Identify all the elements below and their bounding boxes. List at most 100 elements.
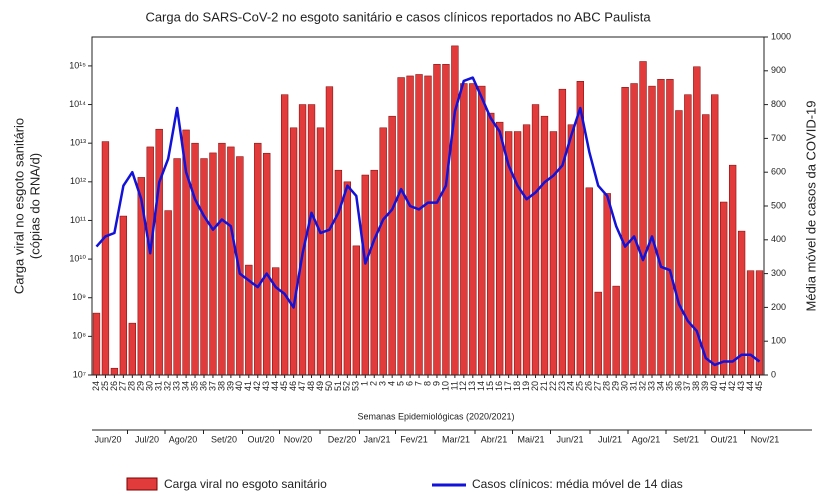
x-tick-label: 40: [234, 381, 244, 391]
x-tick-label: 49: [315, 381, 325, 391]
x-tick-label: 5: [395, 381, 405, 386]
y-tick-label: 10⁹: [72, 292, 86, 302]
bar: [200, 158, 208, 376]
x-tick-label: 35: [189, 381, 199, 391]
y-tick-label: 10¹⁰: [69, 253, 86, 263]
x-tick-label: 7: [413, 381, 423, 386]
bar: [307, 104, 316, 376]
y2-tick-label: 500: [771, 200, 786, 210]
x-tick-label: 23: [557, 381, 567, 391]
bar: [361, 174, 369, 376]
bar: [173, 158, 181, 376]
bar: [128, 322, 136, 376]
bar: [254, 142, 262, 376]
x-tick-label: 20: [530, 381, 540, 391]
bar: [119, 215, 128, 376]
y2-tick-label: 0: [771, 369, 776, 379]
month-label: Ago/21: [632, 434, 661, 444]
bar: [164, 210, 172, 376]
y2-tick-label: 600: [771, 167, 786, 177]
y2-tick-label: 400: [771, 234, 786, 244]
x-tick-label: 45: [279, 381, 289, 391]
x-tick-label: 8: [422, 381, 432, 386]
x-tick-label: 40: [709, 381, 719, 391]
x-tick-label: 38: [216, 381, 226, 391]
bar: [540, 115, 549, 376]
y-tick-label: 10¹⁵: [69, 60, 86, 70]
bar: [370, 169, 378, 376]
x-tick-label: 25: [575, 381, 585, 391]
x-tick-label: 39: [700, 381, 710, 391]
y-axis-title: Carga viral no esgoto sanitário: [11, 118, 26, 294]
bar: [209, 152, 217, 376]
month-label: Nov/21: [751, 434, 780, 444]
x-tick-label: 22: [548, 381, 558, 391]
legend-label: Casos clínicos: média móvel de 14 dias: [472, 477, 683, 491]
y-tick-label: 10¹⁴: [69, 99, 86, 109]
x-tick-label: 39: [225, 381, 235, 391]
y2-tick-label: 700: [771, 133, 786, 143]
bar: [218, 142, 226, 376]
month-label: Out/20: [247, 434, 274, 444]
y-tick-label: 10¹³: [70, 138, 86, 148]
bar: [352, 245, 360, 376]
bar: [101, 141, 110, 376]
x-tick-label: 15: [485, 381, 495, 391]
x-tick-label: 44: [270, 381, 280, 391]
bar: [146, 146, 154, 376]
x-tick-label: 2: [369, 381, 379, 386]
y2-tick-label: 200: [771, 302, 786, 312]
line: [95, 76, 761, 367]
month-label: Abr/21: [481, 434, 508, 444]
bar: [746, 270, 755, 376]
x-tick-label: 34: [655, 381, 665, 391]
legend-label: Carga viral no esgoto sanitário: [164, 477, 327, 491]
bar: [612, 285, 620, 376]
month-label: Jan/21: [363, 434, 390, 444]
bar: [522, 124, 531, 376]
x-tick-label: 37: [682, 381, 692, 391]
x-tick-label: 50: [324, 381, 334, 391]
bar: [513, 131, 522, 376]
x-tick-label: 41: [718, 381, 728, 391]
bar: [397, 77, 405, 376]
bar: [702, 114, 710, 376]
x-tick-label: 26: [109, 381, 119, 391]
x-tick-label: 21: [539, 381, 549, 391]
x-tick-label: 46: [288, 381, 298, 391]
bar: [558, 88, 567, 376]
x-tick-label: 32: [163, 381, 173, 391]
x-tick-label: 29: [136, 381, 146, 391]
y2-tick-label: 800: [771, 99, 786, 109]
month-label: Set/20: [211, 434, 237, 444]
x-tick-label: 25: [100, 381, 110, 391]
x-tick-label: 47: [297, 381, 307, 391]
bar: [531, 104, 540, 376]
bar: [639, 61, 647, 376]
month-label: Nov/20: [284, 434, 313, 444]
bar: [406, 75, 414, 376]
bar: [379, 127, 387, 376]
x-tick-label: 28: [127, 381, 137, 391]
month-label: Mai/21: [517, 434, 544, 444]
bar: [720, 201, 728, 376]
y2-axis-title: Média móvel de casos da COVID-19: [803, 101, 818, 312]
month-label: Jun/21: [556, 434, 583, 444]
bar: [433, 64, 441, 376]
x-tick-label: 30: [145, 381, 155, 391]
x-axis-title: Semanas Epidemiológicas (2020/2021): [357, 411, 514, 421]
bar: [227, 146, 235, 376]
bar: [487, 112, 495, 376]
bar: [155, 128, 163, 376]
bar: [728, 164, 737, 376]
x-tick-label: 43: [736, 381, 746, 391]
x-tick-label: 45: [754, 381, 764, 391]
legend-swatch: [126, 477, 158, 491]
x-tick-label: 16: [494, 381, 504, 391]
bar: [460, 83, 468, 376]
x-tick-label: 53: [351, 381, 361, 391]
chart-title: Carga do SARS-CoV-2 no esgoto sanitário …: [145, 9, 651, 24]
x-tick-label: 52: [342, 381, 352, 391]
bar: [289, 127, 298, 376]
